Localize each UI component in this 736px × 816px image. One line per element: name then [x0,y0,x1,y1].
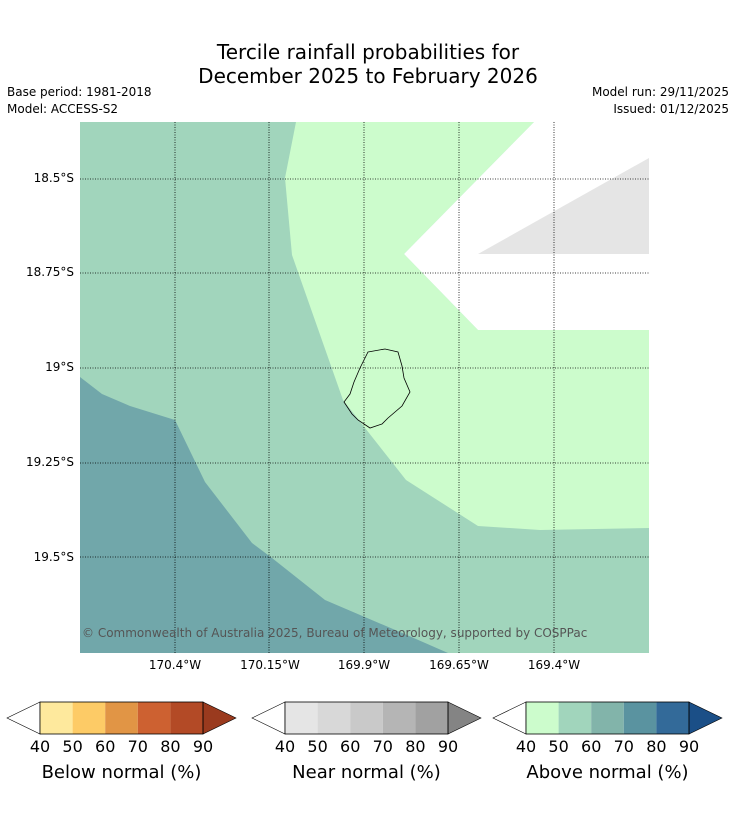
cb-above-title: Above normal (%) [526,762,689,783]
cb-below-seg-2 [72,702,106,734]
cb-above-tick-3: 60 [581,737,602,756]
cb-below-title: Below normal (%) [41,762,202,783]
lat-label-5: 19.5°S [33,550,74,564]
cb-below-tick-6: 90 [192,737,214,756]
cb-below-under [6,701,41,735]
grid-lines [80,122,649,653]
cb-above-seg-3 [591,702,624,734]
cb-below-frame [39,701,204,735]
cb-above-seg-2 [558,702,592,734]
lon-label-4: 169.65°W [429,658,489,672]
base-period: Base period: 1981-2018 [7,85,152,99]
cb-above-seg-1 [526,702,559,734]
region-near-40 [478,158,649,254]
lon-label-2: 170.15°W [240,658,300,672]
cb-below-seg-3 [105,702,138,734]
island-coastline [343,348,411,429]
lon-label-5: 169.4°W [527,658,581,672]
cb-near-tick-6: 90 [437,737,459,756]
cb-below-tick-4: 70 [127,737,148,756]
cb-below-seg-5 [170,702,203,734]
lon-label-3: 169.9°W [337,658,391,672]
cb-above-tick-2: 50 [548,737,569,756]
cb-near-tick-5: 80 [405,737,426,756]
cb-near-title: Near normal (%) [292,762,441,783]
cb-below-over [202,701,237,735]
cb-above-seg-5 [656,702,689,734]
cb-near-seg-3 [350,702,383,734]
lat-label-2: 18.75°S [26,265,74,279]
title-line-1: Tercile rainfall probabilities for [216,40,520,64]
lat-label-4: 19.25°S [26,455,74,469]
cb-near-tick-1: 40 [274,737,296,756]
cb-near-seg-4 [382,702,416,734]
cb-near-frame [284,701,449,735]
colorbar-near [251,701,482,735]
cb-below-seg-4 [137,702,171,734]
cb-above-under [492,701,527,735]
lon-label-1: 170.4°W [148,658,202,672]
issued-date: Issued: 01/12/2025 [613,102,729,116]
cb-near-under [251,701,286,735]
copyright-notice: © Commonwealth of Australia 2025, Bureau… [82,626,588,640]
title-line-2: December 2025 to February 2026 [198,64,538,88]
colorbar-above [492,701,723,735]
cb-above-tick-1: 40 [515,737,537,756]
region-above-60 [80,377,448,653]
meta-left: Base period: 1981-2018 Model: ACCESS-S2 [7,84,152,118]
cb-near-seg-5 [415,702,448,734]
model-name: Model: ACCESS-S2 [7,102,119,116]
region-no-signal-white [404,122,649,330]
cb-near-seg-2 [317,702,351,734]
cb-below-seg-1 [40,702,73,734]
cb-near-seg-1 [285,702,318,734]
meta-right: Model run: 29/11/2025 Issued: 01/12/2025 [592,84,729,118]
model-run: Model run: 29/11/2025 [591,85,729,99]
region-above-40 [285,122,649,530]
cb-near-tick-3: 60 [340,737,361,756]
cb-near-tick-4: 70 [372,737,393,756]
cb-below-tick-2: 50 [62,737,83,756]
cb-above-tick-6: 90 [678,737,700,756]
cb-below-tick-3: 60 [95,737,116,756]
cb-above-tick-4: 70 [613,737,634,756]
lat-label-1: 18.5°S [33,171,74,185]
colorbar-below [6,701,237,735]
cb-near-tick-2: 50 [307,737,328,756]
cb-below-tick-5: 80 [160,737,181,756]
lat-label-3: 19°S [45,360,74,374]
cb-above-over [688,701,723,735]
cb-near-over [447,701,482,735]
cb-above-seg-4 [623,702,657,734]
cb-above-tick-5: 80 [646,737,667,756]
cb-above-frame [525,701,690,735]
cb-below-tick-1: 40 [29,737,51,756]
